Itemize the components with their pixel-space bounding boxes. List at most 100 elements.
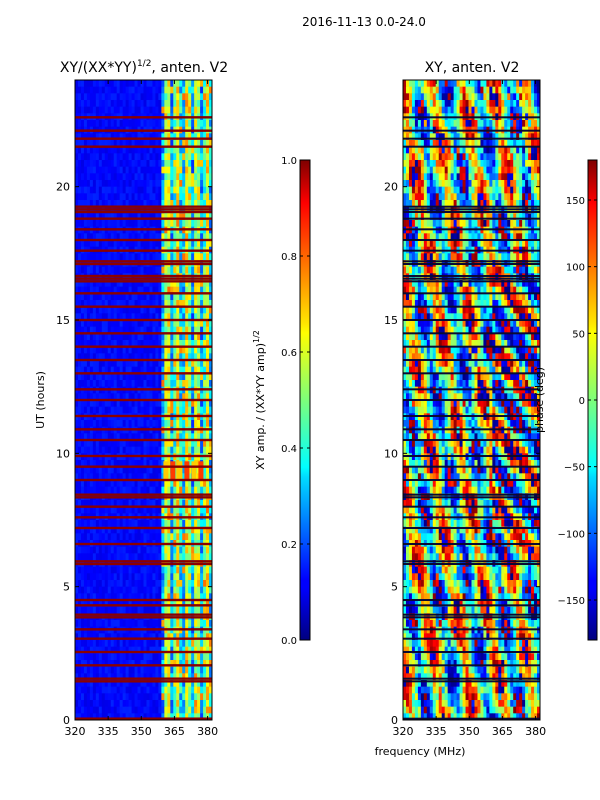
amplitude-cell — [116, 633, 121, 641]
amplitude-cell — [110, 653, 115, 661]
amplitude-cell — [125, 466, 130, 474]
amplitude-cell — [95, 220, 100, 228]
amplitude-cell — [137, 300, 141, 308]
amplitude-cell — [125, 480, 130, 488]
amplitude-cell — [191, 313, 195, 321]
amplitude-cell — [122, 286, 127, 294]
amplitude-cell — [167, 366, 171, 374]
amplitude-cell — [98, 373, 103, 381]
amplitude-cell — [209, 340, 212, 348]
amplitude-cell — [101, 646, 106, 654]
amplitude-cell — [101, 406, 106, 414]
amplitude-cell — [104, 306, 109, 314]
amplitude-cell — [155, 506, 159, 514]
amplitude-cell — [95, 400, 100, 408]
amplitude-cell — [77, 120, 82, 128]
phase-cell — [411, 80, 416, 88]
phase-cell — [498, 140, 502, 148]
amplitude-cell — [116, 193, 121, 201]
amplitude-cell — [92, 373, 97, 381]
amplitude-cell — [146, 340, 150, 348]
phase-cell — [480, 120, 484, 128]
amplitude-cell — [167, 340, 171, 348]
amplitude-cell — [89, 500, 94, 508]
amplitude-cell — [170, 266, 174, 274]
amplitude-cell — [209, 266, 212, 274]
amplitude-cell — [164, 93, 168, 101]
phase-cell — [441, 133, 446, 141]
amplitude-cell — [158, 213, 162, 221]
amplitude-cell — [191, 500, 195, 508]
amplitude-cell — [149, 380, 153, 388]
amplitude-flag-line — [75, 628, 212, 631]
phase-cell — [495, 140, 499, 148]
amplitude-cell — [185, 680, 189, 688]
amplitude-cell — [176, 193, 180, 201]
amplitude-cell — [107, 553, 112, 561]
amplitude-cell — [197, 153, 201, 161]
amplitude-cell — [113, 220, 118, 228]
amplitude-cell — [200, 500, 204, 508]
amplitude-cell — [146, 293, 150, 301]
amplitude-cell — [86, 120, 91, 128]
amplitude-cell — [122, 666, 127, 674]
phase-cell — [432, 133, 437, 141]
amplitude-cell — [164, 320, 168, 328]
amplitude-cell — [110, 473, 115, 481]
amplitude-cell — [152, 460, 156, 468]
amplitude-cell — [158, 500, 162, 508]
amplitude-cell — [182, 446, 186, 454]
amplitude-cell — [116, 333, 121, 341]
amplitude-cell — [158, 680, 162, 688]
amplitude-cell — [200, 266, 204, 274]
amplitude-cell — [107, 666, 112, 674]
amplitude-cell — [92, 293, 97, 301]
amplitude-cell — [164, 700, 168, 708]
amplitude-cell — [167, 466, 171, 474]
amplitude-cell — [158, 633, 162, 641]
amplitude-cell — [92, 593, 97, 601]
amplitude-cell — [122, 353, 127, 361]
amplitude-cell — [131, 333, 135, 341]
amplitude-cell — [200, 553, 204, 561]
amplitude-cell — [83, 86, 88, 94]
amplitude-cell — [107, 406, 112, 414]
phase-cell — [537, 100, 540, 108]
amplitude-cell — [191, 566, 195, 574]
amplitude-cell — [95, 340, 100, 348]
phase-cell — [486, 133, 490, 141]
phase-cell — [408, 93, 413, 101]
amplitude-cell — [158, 320, 162, 328]
amplitude-cell — [173, 686, 177, 694]
amplitude-cell — [203, 166, 207, 174]
amplitude-cell — [146, 220, 150, 228]
amplitude-cell — [158, 593, 162, 601]
amplitude-cell — [113, 420, 118, 428]
amplitude-cell — [83, 686, 88, 694]
amplitude-cell — [104, 93, 109, 101]
amplitude-flag-line — [75, 616, 212, 619]
amplitude-cell — [89, 533, 94, 541]
amplitude-cell — [158, 286, 162, 294]
amplitude-cell — [75, 553, 79, 561]
amplitude-cell — [113, 633, 118, 641]
amplitude-cell — [176, 253, 180, 261]
amplitude-cell — [101, 466, 106, 474]
amplitude-cell — [209, 233, 212, 241]
phase-cell — [492, 120, 496, 128]
amplitude-cell — [143, 446, 147, 454]
amplitude-cell — [101, 133, 106, 141]
amplitude-cell — [113, 486, 118, 494]
amplitude-cell — [113, 193, 118, 201]
amplitude-cell — [75, 466, 79, 474]
amplitude-xtick-label: 320 — [65, 725, 86, 738]
amplitude-cell — [152, 380, 156, 388]
amplitude-cell — [149, 673, 153, 681]
amplitude-cell — [140, 406, 144, 414]
amplitude-cell — [206, 120, 210, 128]
amplitude-cell — [80, 333, 85, 341]
amplitude-cell — [110, 606, 115, 614]
amplitude-cell — [95, 353, 100, 361]
amplitude-cell — [191, 320, 195, 328]
amplitude-cell — [191, 593, 195, 601]
